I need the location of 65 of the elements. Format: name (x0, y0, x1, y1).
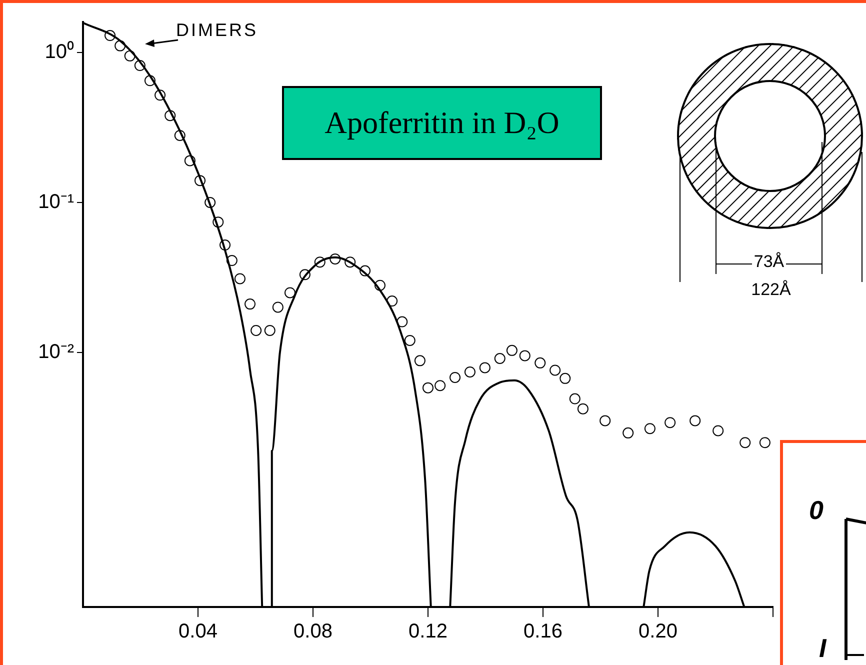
point (250, 324, 262, 336)
point (314, 256, 326, 268)
point (479, 362, 490, 374)
point (404, 334, 416, 346)
y-tick-label: 10⁻² (38, 340, 74, 363)
point (622, 427, 634, 438)
point (534, 357, 546, 368)
point (174, 130, 186, 141)
point (434, 380, 446, 392)
point (740, 437, 751, 448)
point (414, 355, 426, 366)
point (569, 393, 580, 404)
point (244, 298, 256, 310)
point (577, 403, 588, 414)
point (664, 417, 676, 428)
annotation: DIMERS (176, 20, 258, 41)
point (234, 273, 246, 284)
point (194, 175, 206, 186)
point (284, 287, 296, 298)
point (422, 382, 434, 394)
point (144, 75, 156, 86)
point (164, 110, 176, 122)
point (154, 90, 166, 101)
point (712, 425, 724, 436)
point (264, 324, 276, 336)
text: 0 (809, 495, 824, 526)
point (560, 372, 571, 384)
point (220, 240, 231, 251)
point (550, 364, 561, 376)
y-tick-label: 10⁻¹ (38, 190, 74, 213)
point (690, 415, 701, 426)
point (450, 372, 461, 383)
point (124, 50, 136, 62)
x-tick-label: 0.20 (638, 620, 678, 643)
point (396, 316, 408, 328)
point (299, 269, 310, 280)
x-tick-label: 0.08 (294, 620, 332, 643)
text: Apoferritin in D₂O (282, 86, 602, 160)
point (360, 265, 371, 276)
point (494, 352, 506, 364)
point (204, 196, 216, 208)
point (114, 40, 126, 52)
text: I (819, 633, 826, 664)
point (464, 366, 476, 378)
annotation: 122Å (749, 280, 793, 299)
point (519, 350, 530, 362)
point (134, 60, 146, 72)
y-tick-label: 10⁰ (44, 40, 74, 64)
x-tick-label: 0.16 (524, 620, 562, 643)
point (759, 437, 770, 448)
point (330, 253, 341, 264)
point (184, 155, 196, 166)
point (374, 280, 386, 291)
x-tick-label: 0.12 (408, 620, 448, 643)
point (226, 255, 238, 266)
point (644, 423, 656, 434)
point (386, 296, 398, 307)
annotation: 73Å (752, 252, 786, 271)
point (212, 216, 224, 228)
point (600, 415, 611, 426)
x-tick-label: 0.04 (178, 620, 218, 643)
point (272, 302, 284, 313)
point (506, 344, 518, 356)
point (104, 30, 116, 42)
point (344, 256, 356, 268)
